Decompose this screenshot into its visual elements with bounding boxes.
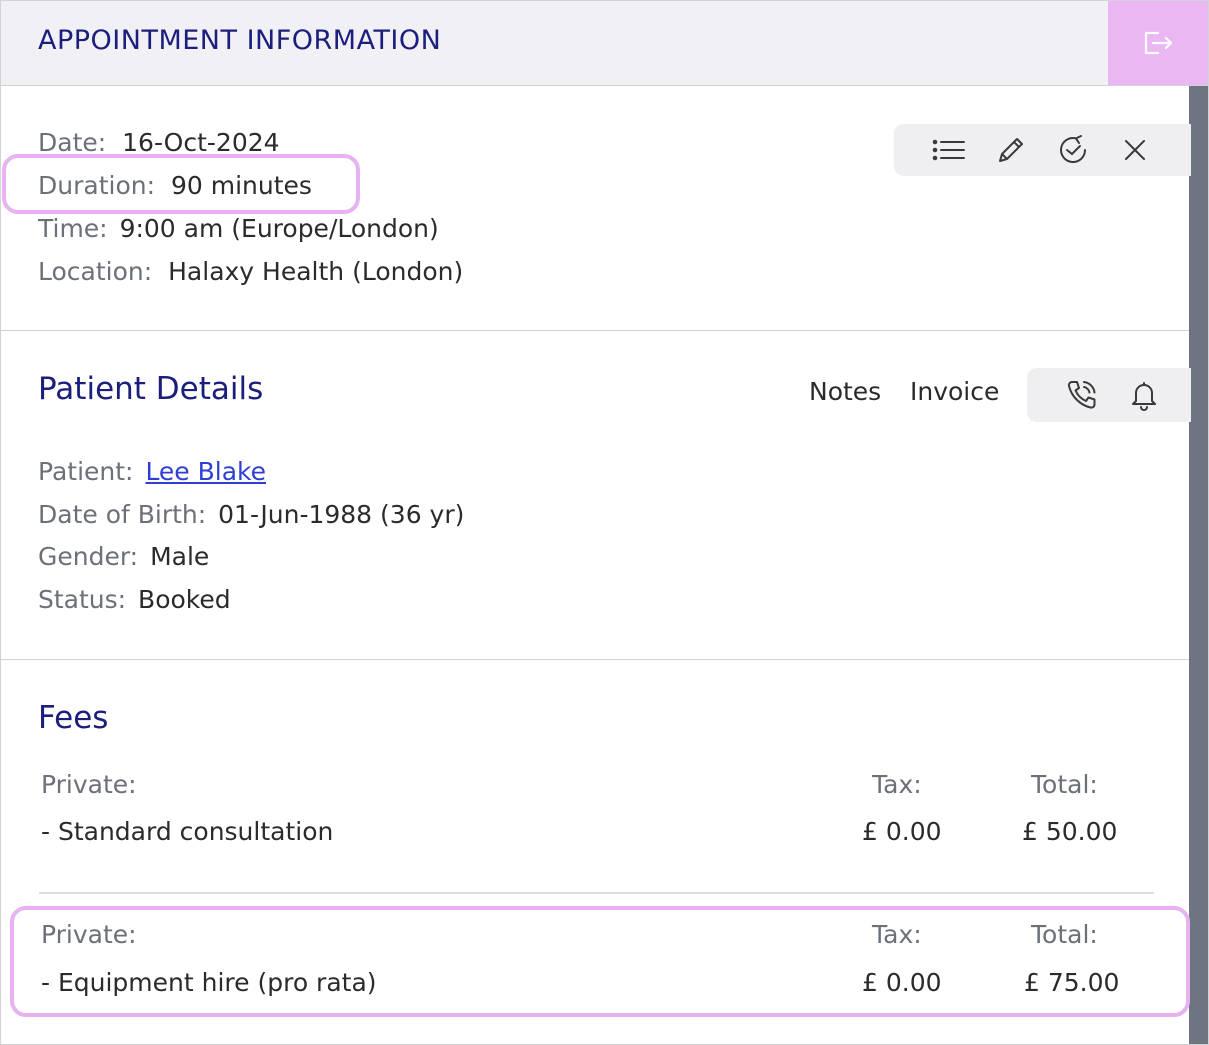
fees-title: Fees [38,700,109,736]
section-divider [1,330,1189,331]
exit-button[interactable] [1108,1,1208,85]
dob-row: Date of Birth: 01-Jun-1988 (36 yr) [38,500,464,529]
exit-icon [1144,31,1173,55]
fee-total-label: Total: [1031,770,1098,799]
edit-button[interactable] [980,134,1042,166]
status-label: Status: [38,585,127,614]
date-label: Date: [38,128,107,157]
section-divider [1,659,1189,660]
fee-total-label: Total: [1031,920,1098,949]
notes-link[interactable]: Notes [809,377,882,406]
time-label: Time: [38,214,108,243]
fee-total-value: £ 50.00 [1022,817,1118,846]
reminder-button[interactable] [1113,379,1175,411]
pencil-icon [999,138,1023,162]
scrollbar[interactable] [1189,86,1208,1044]
location-label: Location: [38,257,153,286]
fee-tax-value: £ 0.00 [862,968,942,997]
duration-highlight [2,154,360,214]
gender-row: Gender: Male [38,542,209,571]
fee-tax-label: Tax: [872,920,922,949]
panel-header: APPOINTMENT INFORMATION [1,1,1208,86]
patient-toolbar [1027,368,1191,422]
close-icon [1125,140,1145,160]
time-value: 9:00 am (Europe/London) [119,214,439,243]
list-button[interactable] [918,138,980,162]
fee-tax-value: £ 0.00 [862,817,942,846]
panel-title: APPOINTMENT INFORMATION [38,25,442,56]
location-row: Location: Halaxy Health (London) [38,257,463,286]
patient-label: Patient: [38,457,134,486]
patient-details-title: Patient Details [38,371,264,407]
fee-description: - Equipment hire (pro rata) [41,968,377,997]
fee-tax-label: Tax: [872,770,922,799]
status-value: Booked [138,585,231,614]
phone-call-icon [1067,381,1096,409]
duration-label: Duration: [38,171,156,200]
dob-label: Date of Birth: [38,500,207,529]
fee-divider [39,892,1154,894]
patient-name-link[interactable]: Lee Blake [145,457,267,486]
clock-reschedule-icon [1060,135,1086,163]
fee-type-label: Private: [41,920,137,949]
invoice-link[interactable]: Invoice [910,377,1000,406]
close-button[interactable] [1104,138,1166,162]
gender-label: Gender: [38,542,139,571]
date-value: 16-Oct-2024 [122,128,280,157]
bell-icon [1132,382,1156,411]
duration-value: 90 minutes [170,171,312,200]
date-row: Date: 16-Oct-2024 [38,128,280,157]
status-row: Status: Booked [38,585,231,614]
list-icon [932,139,965,161]
duration-row: Duration: 90 minutes [38,171,312,200]
location-value: Halaxy Health (London) [168,257,464,286]
call-button[interactable] [1051,378,1113,412]
equipment-fee-highlight [10,906,1190,1017]
reschedule-button[interactable] [1042,133,1104,167]
fee-type-label: Private: [41,770,137,799]
time-row: Time: 9:00 am (Europe/London) [38,214,439,243]
gender-value: Male [150,542,210,571]
patient-row: Patient: Lee Blake [38,457,266,486]
dob-value: 01-Jun-1988 (36 yr) [218,500,465,529]
fee-total-value: £ 75.00 [1024,968,1120,997]
appointment-toolbar [894,124,1191,176]
fee-description: - Standard consultation [41,817,334,846]
